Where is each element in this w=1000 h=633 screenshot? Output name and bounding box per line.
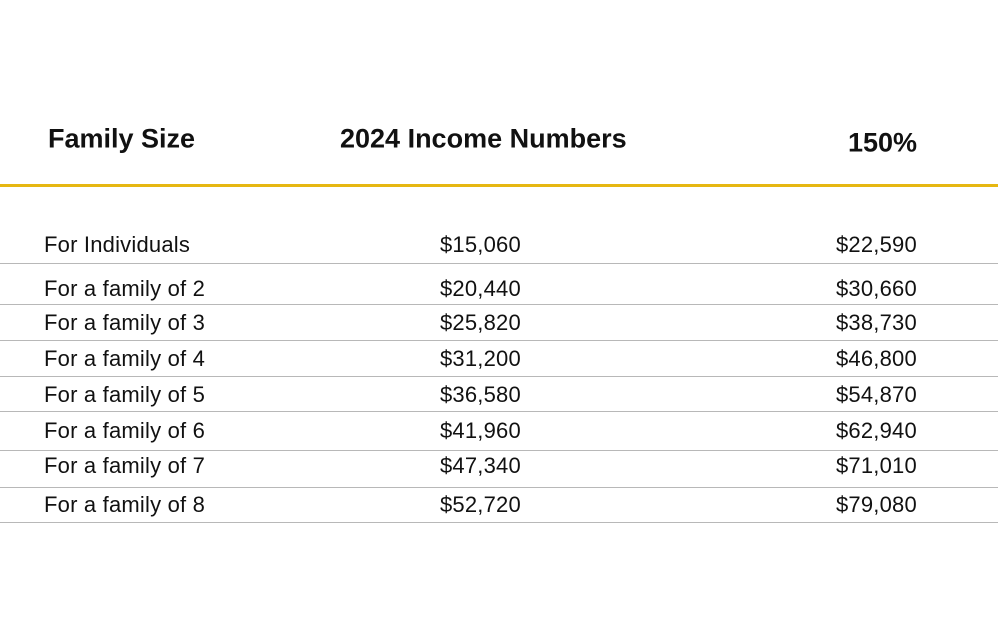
row-income: $25,820 xyxy=(440,310,521,335)
header-divider xyxy=(0,184,998,187)
row-label: For Individuals xyxy=(44,232,191,257)
row-150-percent: $79,080 xyxy=(836,492,917,517)
row-income: $47,340 xyxy=(440,453,521,478)
row-income: $36,580 xyxy=(440,382,521,407)
row-income: $41,960 xyxy=(440,418,521,443)
row-150-percent: $30,660 xyxy=(836,276,917,301)
row-label: For a family of 7 xyxy=(44,453,206,478)
row-divider xyxy=(0,340,998,341)
row-150-percent: $62,940 xyxy=(836,418,917,443)
row-label: For a family of 2 xyxy=(44,276,206,301)
row-divider xyxy=(0,376,998,377)
row-label: For a family of 5 xyxy=(44,382,206,407)
row-divider xyxy=(0,522,998,523)
row-income: $31,200 xyxy=(440,346,521,371)
row-150-percent: $38,730 xyxy=(836,310,917,335)
row-label: For a family of 8 xyxy=(44,492,206,517)
row-150-percent: $54,870 xyxy=(836,382,917,407)
row-divider xyxy=(0,450,998,451)
row-divider xyxy=(0,304,998,305)
row-label: For a family of 3 xyxy=(44,310,206,335)
row-divider xyxy=(0,263,998,264)
header-income: 2024 Income Numbers xyxy=(340,123,627,154)
row-income: $52,720 xyxy=(440,492,521,517)
row-150-percent: $46,800 xyxy=(836,346,917,371)
row-label: For a family of 6 xyxy=(44,418,206,443)
row-label: For a family of 4 xyxy=(44,346,206,371)
row-divider xyxy=(0,487,998,488)
row-150-percent: $71,010 xyxy=(836,453,917,478)
header-family-size: Family Size xyxy=(48,123,196,154)
row-150-percent: $22,590 xyxy=(836,232,917,257)
row-income: $20,440 xyxy=(440,276,521,301)
row-divider xyxy=(0,411,998,412)
row-income: $15,060 xyxy=(440,232,521,257)
header-150-percent: 150% xyxy=(848,127,918,158)
